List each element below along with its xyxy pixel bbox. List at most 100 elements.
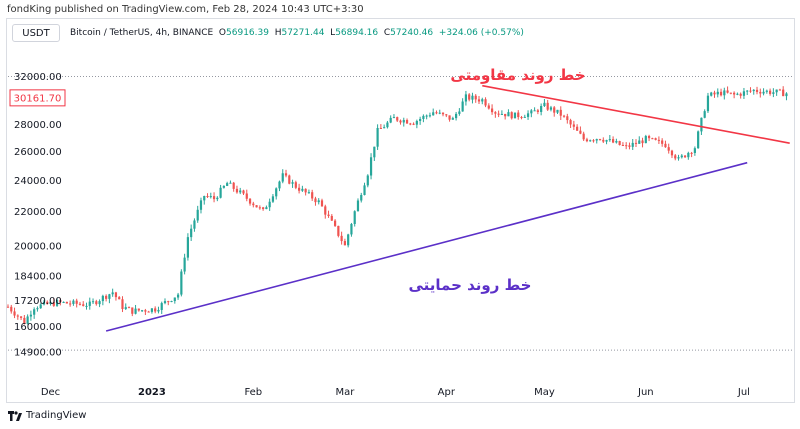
candle bbox=[105, 294, 108, 302]
candle-body bbox=[284, 173, 288, 176]
candle bbox=[327, 210, 330, 218]
candle bbox=[677, 154, 680, 161]
candle-body bbox=[85, 305, 88, 307]
candle-body bbox=[507, 112, 510, 117]
candle-body bbox=[262, 207, 265, 210]
candle-body bbox=[105, 295, 108, 299]
candle-body bbox=[186, 237, 189, 258]
candle bbox=[625, 142, 628, 150]
candle bbox=[723, 87, 726, 100]
candle-body bbox=[435, 112, 438, 114]
candle bbox=[634, 139, 638, 148]
candle-body bbox=[239, 190, 242, 193]
candle bbox=[409, 122, 412, 126]
candle-body bbox=[124, 307, 127, 310]
x-tick-label: May bbox=[534, 387, 555, 398]
candle-body bbox=[742, 91, 746, 96]
candle-body bbox=[114, 292, 118, 298]
candle-body bbox=[350, 223, 353, 235]
candle-body bbox=[36, 308, 39, 310]
candle bbox=[405, 118, 409, 124]
candle-body bbox=[252, 203, 255, 206]
candle bbox=[284, 169, 288, 178]
candle bbox=[543, 98, 546, 108]
candle bbox=[540, 103, 543, 116]
candle-body bbox=[23, 317, 26, 324]
candle-body bbox=[752, 89, 755, 92]
candle-body bbox=[232, 182, 235, 189]
candle bbox=[124, 303, 127, 311]
candle-body bbox=[399, 120, 402, 123]
candle-body bbox=[526, 113, 530, 117]
candle bbox=[562, 114, 566, 118]
candle-body bbox=[618, 141, 621, 145]
candle-body bbox=[144, 310, 147, 312]
candle-body bbox=[127, 307, 131, 309]
candle-body bbox=[425, 115, 428, 117]
candle bbox=[196, 205, 199, 223]
candle bbox=[333, 219, 337, 227]
candle-body bbox=[340, 235, 343, 242]
candle-body bbox=[137, 308, 140, 311]
candle-body bbox=[402, 119, 405, 123]
candle bbox=[546, 99, 549, 111]
candle-body bbox=[314, 198, 317, 203]
chart-frame bbox=[6, 18, 795, 403]
candle bbox=[703, 109, 706, 119]
candle-body bbox=[216, 197, 219, 200]
candle bbox=[337, 225, 340, 238]
candle-body bbox=[657, 139, 660, 141]
candle-body bbox=[19, 316, 23, 318]
candle bbox=[507, 109, 510, 117]
candle bbox=[631, 139, 634, 150]
candle bbox=[317, 198, 320, 205]
candle bbox=[582, 131, 585, 141]
candle-body bbox=[13, 311, 16, 316]
candle bbox=[262, 206, 265, 211]
candle-body bbox=[716, 91, 719, 95]
candle bbox=[579, 126, 582, 135]
candle bbox=[716, 88, 719, 98]
candle-body bbox=[641, 140, 644, 144]
candle-body bbox=[746, 90, 749, 92]
candle bbox=[167, 300, 170, 306]
candle bbox=[746, 90, 749, 96]
candle-body bbox=[677, 157, 680, 159]
candle-body bbox=[389, 117, 392, 123]
candle bbox=[533, 107, 536, 112]
candle bbox=[755, 86, 759, 95]
candle-body bbox=[605, 140, 608, 142]
candle bbox=[683, 155, 687, 158]
candle-body bbox=[134, 308, 137, 314]
candle bbox=[762, 88, 765, 96]
currency-button[interactable]: USDT bbox=[12, 24, 60, 42]
candle bbox=[59, 298, 62, 306]
candle bbox=[235, 185, 239, 194]
y-tick-label: 14900.00 bbox=[14, 348, 62, 359]
candle-body bbox=[487, 105, 490, 109]
candle-body bbox=[52, 301, 55, 306]
candle bbox=[733, 91, 736, 99]
candle bbox=[307, 189, 311, 194]
candle-body bbox=[497, 113, 500, 115]
legend-high-label: H bbox=[274, 28, 282, 38]
candle bbox=[566, 113, 569, 124]
candle bbox=[134, 304, 137, 315]
candle-body bbox=[386, 122, 389, 128]
legend-symbol: Bitcoin / TetherUS, 4h, BINANCE bbox=[70, 28, 214, 38]
candle bbox=[82, 301, 85, 307]
candle bbox=[176, 292, 180, 300]
candle-body bbox=[769, 90, 772, 94]
candle-body bbox=[111, 292, 114, 295]
candle-body bbox=[654, 138, 657, 140]
candle-body bbox=[572, 124, 575, 127]
candle bbox=[268, 198, 271, 211]
candle bbox=[154, 306, 157, 314]
candle bbox=[419, 116, 422, 125]
candle-body bbox=[612, 139, 615, 143]
x-tick-label: Dec bbox=[41, 387, 60, 398]
candle bbox=[680, 154, 683, 159]
candle bbox=[468, 93, 471, 102]
candle bbox=[432, 108, 435, 116]
